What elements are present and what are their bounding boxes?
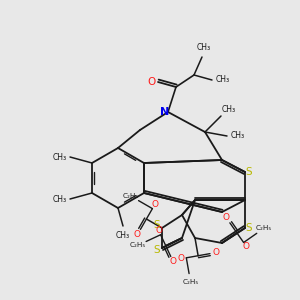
Text: CH₃: CH₃	[197, 44, 211, 52]
Text: CH₃: CH₃	[53, 152, 67, 161]
Text: C₂H₅: C₂H₅	[123, 193, 139, 199]
Text: S: S	[246, 167, 252, 177]
Text: S: S	[154, 245, 160, 255]
Text: S: S	[154, 220, 160, 230]
Text: C₂H₅: C₂H₅	[256, 225, 272, 231]
Text: CH₃: CH₃	[222, 106, 236, 115]
Text: S: S	[246, 223, 252, 233]
Text: C₂H₅: C₂H₅	[182, 279, 199, 285]
Text: O: O	[178, 254, 185, 263]
Text: O: O	[223, 213, 230, 222]
Text: C₂H₅: C₂H₅	[130, 242, 146, 248]
Text: N: N	[160, 107, 169, 117]
Text: O: O	[170, 257, 177, 266]
Text: O: O	[212, 248, 219, 257]
Text: CH₃: CH₃	[53, 194, 67, 203]
Text: O: O	[152, 200, 158, 209]
Text: CH₃: CH₃	[116, 230, 130, 239]
Text: CH₃: CH₃	[231, 131, 245, 140]
Text: O: O	[155, 226, 162, 235]
Text: O: O	[134, 230, 141, 239]
Text: O: O	[147, 77, 155, 87]
Text: O: O	[243, 242, 250, 251]
Text: CH₃: CH₃	[216, 76, 230, 85]
